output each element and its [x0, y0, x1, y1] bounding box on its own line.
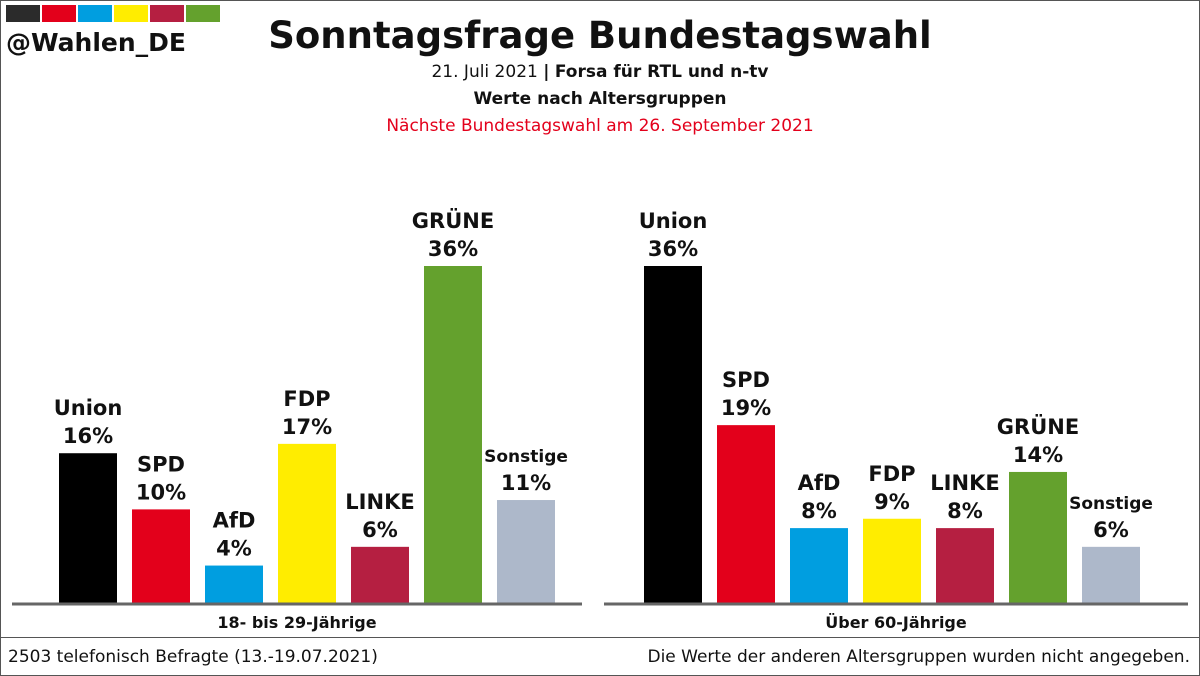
- bar-value-label: 6%: [1093, 518, 1129, 542]
- bar-value-label: 36%: [428, 237, 478, 261]
- bar: [863, 518, 921, 603]
- source-separator: |: [543, 62, 550, 82]
- bar-value-label: 17%: [282, 415, 332, 439]
- color-swatch: [42, 5, 76, 22]
- bar-party-label: Sonstige: [484, 447, 568, 467]
- bar: [424, 266, 482, 603]
- bar: [132, 509, 190, 603]
- bar-value-label: 4%: [216, 537, 252, 561]
- bar: [497, 500, 555, 603]
- color-swatch: [78, 5, 112, 22]
- bar-party-label: FDP: [868, 462, 915, 486]
- poll-source-line: 21. Juli 2021 | Forsa für RTL und n-tv: [0, 62, 1200, 82]
- bar-value-label: 8%: [801, 499, 837, 523]
- bar-value-label: 6%: [362, 518, 398, 542]
- bar: [278, 443, 336, 603]
- bar: [644, 266, 702, 603]
- bar-value-label: 16%: [63, 424, 113, 448]
- footer-disclaimer: Die Werte der anderen Altersgruppen wurd…: [647, 647, 1190, 667]
- footer: 2503 telefonisch Befragte (13.-19.07.202…: [0, 637, 1200, 676]
- bar-party-label: SPD: [722, 368, 770, 392]
- bar-party-label: Sonstige: [1069, 494, 1153, 514]
- bar-party-label: FDP: [283, 387, 330, 411]
- color-swatch: [150, 5, 184, 22]
- bar: [351, 546, 409, 603]
- bar: [717, 425, 775, 603]
- poll-institute: Forsa für RTL und n-tv: [554, 62, 769, 82]
- bar-party-label: LINKE: [930, 471, 999, 495]
- bar: [1009, 471, 1067, 603]
- group-label: 18- bis 29-Jährige: [217, 613, 376, 632]
- election-date-note: Nächste Bundestagswahl am 26. September …: [386, 116, 814, 136]
- bar-party-label: Union: [54, 396, 123, 420]
- footer-sample-info: 2503 telefonisch Befragte (13.-19.07.202…: [8, 647, 378, 667]
- bar-value-label: 9%: [874, 490, 910, 514]
- bar: [1082, 546, 1140, 603]
- bar-party-label: SPD: [137, 452, 185, 476]
- bar: [936, 528, 994, 603]
- bar-party-label: GRÜNE: [412, 208, 494, 233]
- bar: [59, 453, 117, 603]
- bar-party-label: AfD: [213, 509, 256, 533]
- account-handle: @Wahlen_DE: [6, 28, 187, 57]
- bar-party-label: Union: [639, 209, 708, 233]
- poll-date: 21. Juli 2021: [431, 62, 538, 82]
- bar-value-label: 10%: [136, 480, 186, 504]
- bar-party-label: LINKE: [345, 490, 414, 514]
- bar-party-label: GRÜNE: [997, 414, 1079, 439]
- color-swatch: [114, 5, 148, 22]
- bar-value-label: 11%: [501, 471, 551, 495]
- group-label: Über 60-Jährige: [825, 613, 967, 632]
- bar: [790, 528, 848, 603]
- bar-party-label: AfD: [798, 471, 841, 495]
- bar-value-label: 14%: [1013, 443, 1063, 467]
- bar-value-label: 19%: [721, 396, 771, 420]
- party-color-strip: [6, 5, 220, 22]
- bar-value-label: 36%: [648, 237, 698, 261]
- color-swatch: [186, 5, 220, 22]
- bar-value-label: 8%: [947, 499, 983, 523]
- bar: [205, 565, 263, 603]
- page-title: Sonntagsfrage Bundestagswahl: [268, 14, 932, 57]
- color-swatch: [6, 5, 40, 22]
- chart-subtitle: Werte nach Altersgruppen: [473, 89, 727, 109]
